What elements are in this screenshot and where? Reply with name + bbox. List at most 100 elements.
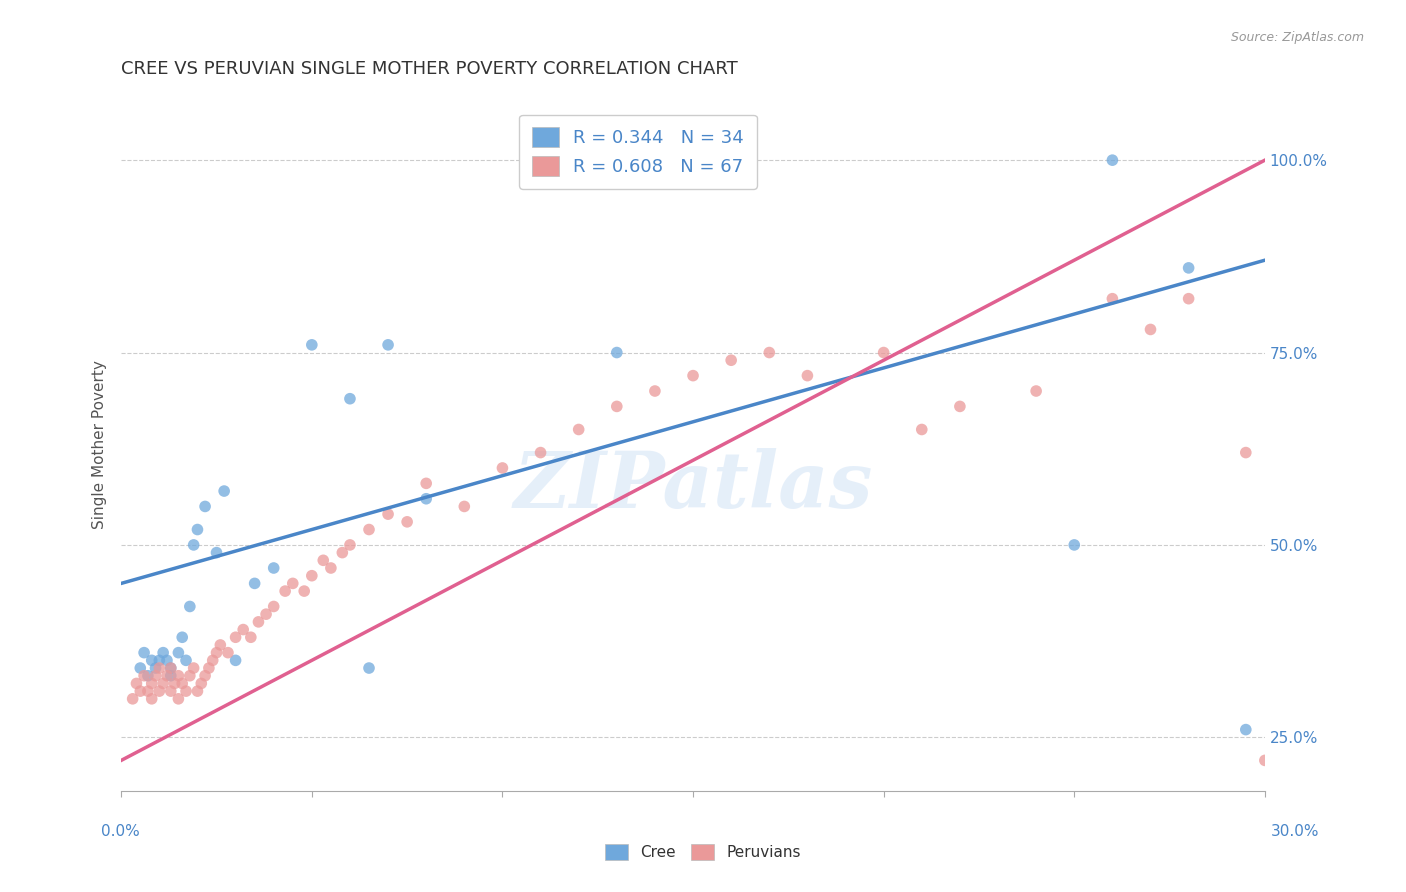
Point <box>606 400 628 414</box>
Point <box>339 538 361 552</box>
Point <box>758 345 780 359</box>
Text: ZIPatlas: ZIPatlas <box>513 448 873 524</box>
Point <box>644 384 666 398</box>
Point <box>319 561 342 575</box>
Point <box>872 345 894 359</box>
Point <box>292 584 315 599</box>
Point <box>1101 153 1123 168</box>
Point <box>1139 322 1161 336</box>
Point <box>232 623 254 637</box>
Point <box>415 491 437 506</box>
Point <box>720 153 742 168</box>
Text: CREE VS PERUVIAN SINGLE MOTHER POVERTY CORRELATION CHART: CREE VS PERUVIAN SINGLE MOTHER POVERTY C… <box>121 60 738 78</box>
Point <box>190 676 212 690</box>
Point <box>186 523 208 537</box>
Point <box>159 669 181 683</box>
Point <box>1254 753 1277 767</box>
Point <box>148 684 170 698</box>
Point <box>357 661 380 675</box>
Point <box>136 684 159 698</box>
Point <box>186 684 208 698</box>
Point <box>1234 723 1257 737</box>
Point <box>1272 753 1295 767</box>
Point <box>148 661 170 675</box>
Point <box>159 661 181 675</box>
Point <box>682 368 704 383</box>
Point <box>145 669 167 683</box>
Point <box>1025 384 1047 398</box>
Point <box>529 445 551 459</box>
Legend: R = 0.344   N = 34, R = 0.608   N = 67: R = 0.344 N = 34, R = 0.608 N = 67 <box>519 114 756 188</box>
Text: Source: ZipAtlas.com: Source: ZipAtlas.com <box>1230 31 1364 45</box>
Point <box>254 607 277 622</box>
Point <box>377 507 399 521</box>
Point <box>1177 292 1199 306</box>
Point <box>239 630 262 644</box>
Point <box>330 546 353 560</box>
Point <box>301 338 323 352</box>
Point <box>132 669 155 683</box>
Text: 0.0%: 0.0% <box>101 824 141 838</box>
Point <box>205 646 228 660</box>
Point <box>129 684 152 698</box>
Point <box>174 684 197 698</box>
Point <box>339 392 361 406</box>
Point <box>491 461 513 475</box>
Point <box>152 676 174 690</box>
Point <box>225 653 247 667</box>
Point <box>205 546 228 560</box>
Point <box>247 615 270 629</box>
Point <box>263 561 285 575</box>
Point <box>121 691 143 706</box>
Point <box>145 661 167 675</box>
Point <box>152 646 174 660</box>
Point <box>720 353 742 368</box>
Point <box>700 153 723 168</box>
Point <box>1063 538 1085 552</box>
Point <box>129 661 152 675</box>
Point <box>357 523 380 537</box>
Point <box>179 599 201 614</box>
Point <box>194 500 217 514</box>
Point <box>141 691 163 706</box>
Point <box>225 630 247 644</box>
Point <box>1234 445 1257 459</box>
Point <box>274 584 297 599</box>
Point <box>949 400 972 414</box>
Point <box>132 646 155 660</box>
Point <box>396 515 419 529</box>
Point <box>167 669 190 683</box>
Y-axis label: Single Mother Poverty: Single Mother Poverty <box>93 360 107 529</box>
Point <box>163 676 186 690</box>
Point <box>568 422 591 436</box>
Point <box>201 653 224 667</box>
Point <box>243 576 266 591</box>
Point <box>212 484 235 499</box>
Point <box>167 646 190 660</box>
Point <box>209 638 232 652</box>
Point <box>159 661 181 675</box>
Point <box>1177 260 1199 275</box>
Point <box>141 653 163 667</box>
Point <box>1101 292 1123 306</box>
Point <box>172 630 194 644</box>
Point <box>281 576 304 591</box>
Legend: Cree, Peruvians: Cree, Peruvians <box>599 838 807 866</box>
Point <box>172 676 194 690</box>
Text: 30.0%: 30.0% <box>1271 824 1319 838</box>
Point <box>136 669 159 683</box>
Point <box>156 669 179 683</box>
Point <box>194 669 217 683</box>
Point <box>125 676 148 690</box>
Point <box>312 553 335 567</box>
Point <box>301 568 323 582</box>
Point <box>453 500 475 514</box>
Point <box>167 691 190 706</box>
Point <box>263 599 285 614</box>
Point <box>796 368 818 383</box>
Point <box>198 661 221 675</box>
Point <box>174 653 197 667</box>
Point <box>217 646 239 660</box>
Point <box>377 338 399 352</box>
Point <box>183 661 205 675</box>
